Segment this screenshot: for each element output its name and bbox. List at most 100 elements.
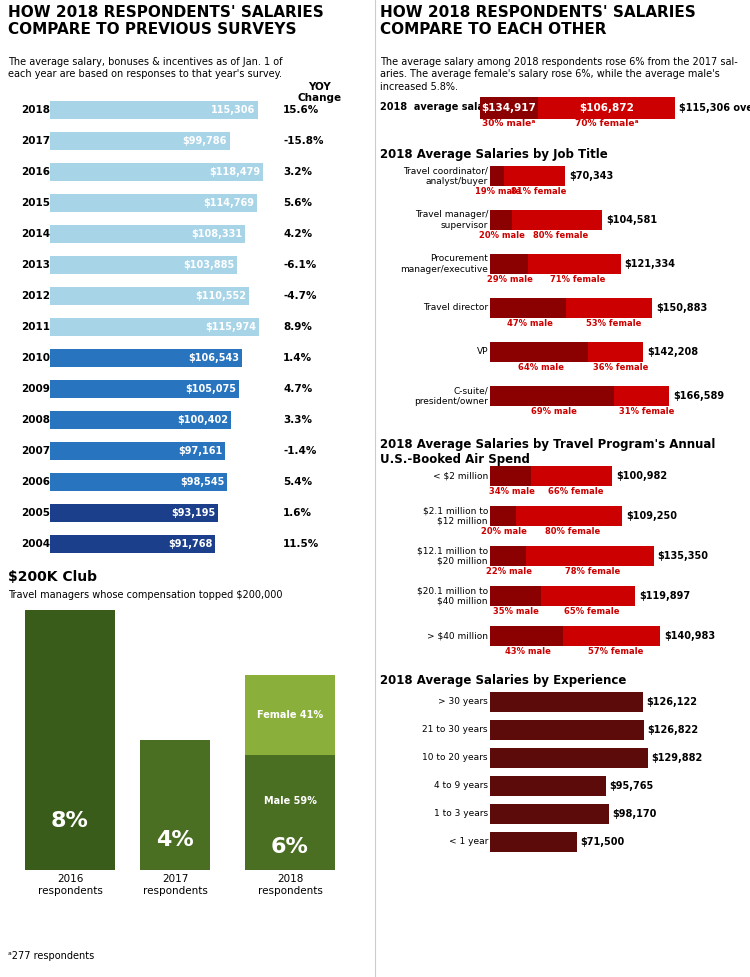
Text: 2005: 2005 <box>21 508 50 518</box>
Bar <box>50 380 239 398</box>
Text: $126,122: $126,122 <box>646 697 697 707</box>
Text: 15.6%: 15.6% <box>283 105 320 115</box>
Text: $200K Club: $200K Club <box>8 570 97 584</box>
Text: 4 to 9 years: 4 to 9 years <box>434 782 488 790</box>
Bar <box>50 163 263 181</box>
Text: $119,897: $119,897 <box>639 591 690 601</box>
Text: 1 to 3 years: 1 to 3 years <box>433 810 488 819</box>
Text: $105,075: $105,075 <box>185 384 236 394</box>
Text: 2016
respondents: 2016 respondents <box>38 874 103 896</box>
Text: 6%: 6% <box>271 837 309 857</box>
Text: $118,479: $118,479 <box>209 167 260 177</box>
Text: $12.1 million to
$20 million: $12.1 million to $20 million <box>417 546 488 566</box>
Text: 2013: 2013 <box>21 260 50 270</box>
Text: 29% male: 29% male <box>487 276 532 284</box>
Text: $121,334: $121,334 <box>624 259 675 269</box>
Text: $110,552: $110,552 <box>195 291 246 301</box>
Text: 8%: 8% <box>51 811 89 831</box>
Bar <box>50 535 215 553</box>
Text: Male 59%: Male 59% <box>263 796 316 806</box>
Text: 2016: 2016 <box>21 167 50 177</box>
Text: HOW 2018 RESPONDENTS' SALARIES
COMPARE TO PREVIOUS SURVEYS: HOW 2018 RESPONDENTS' SALARIES COMPARE T… <box>8 5 324 37</box>
Bar <box>50 194 256 212</box>
Text: -6.1%: -6.1% <box>283 260 316 270</box>
Text: 53% female: 53% female <box>586 319 641 328</box>
Text: $106,543: $106,543 <box>188 353 239 363</box>
Text: -15.8%: -15.8% <box>283 136 323 146</box>
Text: 8.9%: 8.9% <box>283 322 312 332</box>
Text: C-suite/
president/owner: C-suite/ president/owner <box>414 386 488 405</box>
Text: 71% female: 71% female <box>550 276 605 284</box>
Bar <box>50 349 242 367</box>
Text: 2015: 2015 <box>21 198 50 208</box>
Text: YOY
Change: YOY Change <box>298 82 342 103</box>
Text: $140,983: $140,983 <box>664 631 716 641</box>
Text: 2004: 2004 <box>21 539 50 549</box>
Text: 66% female: 66% female <box>548 488 604 496</box>
Text: $106,872: $106,872 <box>579 103 634 113</box>
Text: $129,882: $129,882 <box>651 753 702 763</box>
Text: $114,769: $114,769 <box>203 198 254 208</box>
Text: $115,306 overall: $115,306 overall <box>679 103 750 113</box>
Bar <box>50 442 225 460</box>
Text: $109,250: $109,250 <box>626 511 677 521</box>
Text: 1.6%: 1.6% <box>283 508 312 518</box>
Text: 57% female: 57% female <box>588 648 644 657</box>
Text: $108,331: $108,331 <box>191 229 242 239</box>
Text: 80% female: 80% female <box>533 232 589 240</box>
Text: $98,545: $98,545 <box>180 477 225 487</box>
Text: $100,402: $100,402 <box>177 415 228 425</box>
Text: $91,768: $91,768 <box>168 539 212 549</box>
Text: HOW 2018 RESPONDENTS' SALARIES
COMPARE TO EACH OTHER: HOW 2018 RESPONDENTS' SALARIES COMPARE T… <box>380 5 696 37</box>
Text: 2018
respondents: 2018 respondents <box>257 874 322 896</box>
Text: Female 41%: Female 41% <box>257 710 323 720</box>
Text: $115,974: $115,974 <box>205 322 256 332</box>
Text: 2011: 2011 <box>21 322 50 332</box>
Text: The average salary among 2018 respondents rose 6% from the 2017 sal-
aries. The : The average salary among 2018 respondent… <box>380 57 738 92</box>
Text: 64% male: 64% male <box>518 363 564 372</box>
Text: 2007: 2007 <box>21 446 50 456</box>
Text: 2018 Average Salaries by Travel Program's Annual
U.S.-Booked Air Spend: 2018 Average Salaries by Travel Program'… <box>380 438 716 466</box>
Text: 2017
respondents: 2017 respondents <box>142 874 208 896</box>
Text: Travel manager/
supervisor: Travel manager/ supervisor <box>415 210 488 230</box>
Text: VP: VP <box>476 348 488 357</box>
Text: $126,822: $126,822 <box>647 725 698 735</box>
Text: 5.6%: 5.6% <box>283 198 312 208</box>
Text: 70% femaleᵃ: 70% femaleᵃ <box>574 119 638 128</box>
Text: $98,170: $98,170 <box>612 809 656 819</box>
Text: 10 to 20 years: 10 to 20 years <box>422 753 488 762</box>
Text: 2018: 2018 <box>21 105 50 115</box>
Text: 65% female: 65% female <box>564 608 620 616</box>
Text: $20.1 million to
$40 million: $20.1 million to $40 million <box>417 586 488 606</box>
Text: $142,208: $142,208 <box>647 347 698 357</box>
Bar <box>50 225 245 243</box>
Bar <box>50 101 257 119</box>
Text: 2008: 2008 <box>21 415 50 425</box>
Text: $100,982: $100,982 <box>616 471 668 481</box>
Text: 2010: 2010 <box>21 353 50 363</box>
Text: $70,343: $70,343 <box>569 171 614 181</box>
Text: $97,161: $97,161 <box>178 446 222 456</box>
Text: $2.1 million to
$12 million: $2.1 million to $12 million <box>422 506 488 526</box>
Text: $166,589: $166,589 <box>673 391 724 401</box>
Text: 4%: 4% <box>156 830 194 851</box>
Text: 80% female: 80% female <box>545 528 601 536</box>
Text: 30% maleᵃ: 30% maleᵃ <box>482 119 536 128</box>
Text: 22% male: 22% male <box>485 568 532 576</box>
Text: 115,306: 115,306 <box>211 105 255 115</box>
Text: $103,885: $103,885 <box>183 260 234 270</box>
Bar <box>50 287 249 305</box>
Text: 31% female: 31% female <box>619 407 674 416</box>
Bar <box>50 318 259 336</box>
Text: 5.4%: 5.4% <box>283 477 312 487</box>
Bar <box>50 256 237 274</box>
Text: 69% male: 69% male <box>531 407 577 416</box>
Bar <box>50 504 217 522</box>
Text: $99,786: $99,786 <box>182 136 227 146</box>
Text: 2009: 2009 <box>21 384 50 394</box>
Text: Travel coordinator/
analyst/buyer: Travel coordinator/ analyst/buyer <box>404 166 488 186</box>
Text: 4.7%: 4.7% <box>283 384 312 394</box>
Text: $71,500: $71,500 <box>580 837 624 847</box>
Text: 2018 Average Salaries by Experience: 2018 Average Salaries by Experience <box>380 674 626 687</box>
Text: 1.4%: 1.4% <box>283 353 312 363</box>
